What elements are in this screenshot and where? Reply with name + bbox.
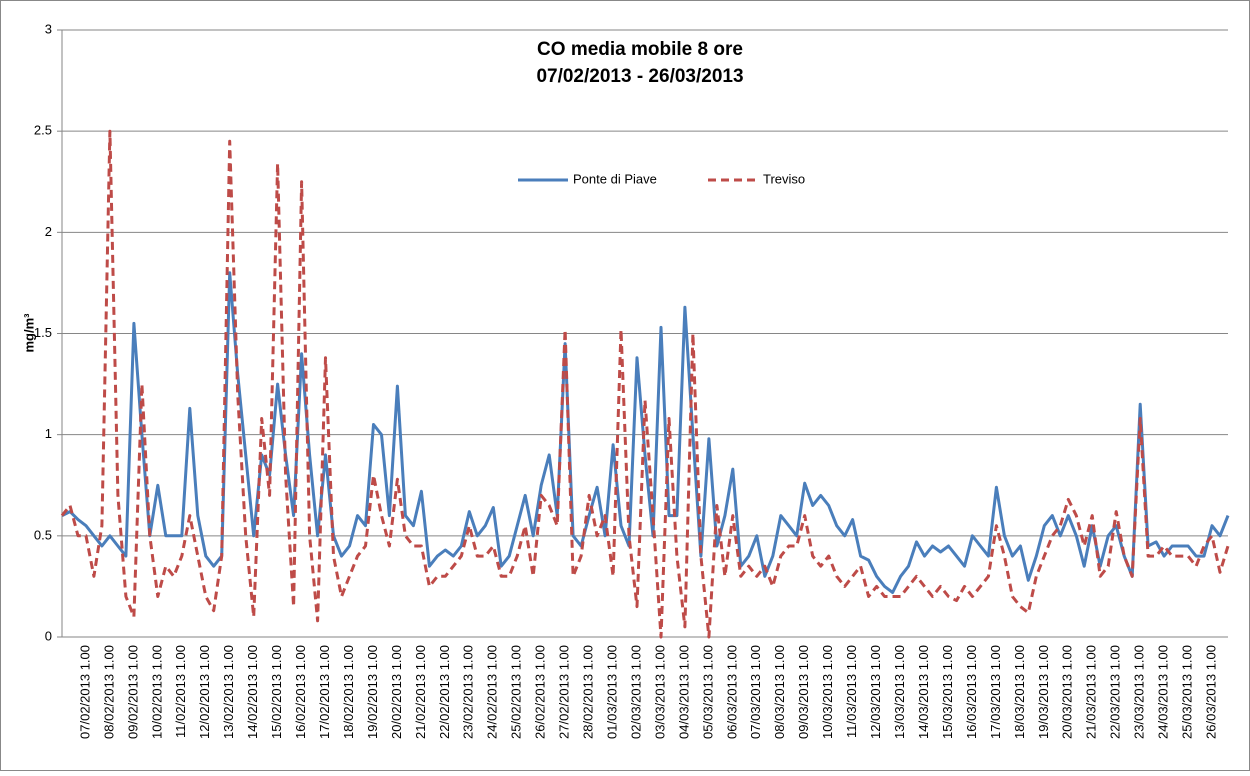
- x-tick-label: 10/02/2013 1.00: [149, 645, 164, 739]
- x-tick-label: 15/03/2013 1.00: [940, 645, 955, 739]
- y-tick-label: 1.5: [34, 325, 52, 340]
- x-tick-label: 25/03/2013 1.00: [1180, 645, 1195, 739]
- y-tick-label: 0.5: [34, 527, 52, 542]
- x-tick-label: 14/03/2013 1.00: [916, 645, 931, 739]
- y-tick-label: 3: [45, 21, 52, 36]
- y-tick-label: 0: [45, 628, 52, 643]
- x-tick-label: 22/02/2013 1.00: [437, 645, 452, 739]
- y-axis-label: mg/m³: [21, 313, 36, 353]
- series-line: [61, 271, 1230, 594]
- x-tick-label: 12/03/2013 1.00: [868, 645, 883, 739]
- x-tick-label: 17/03/2013 1.00: [988, 645, 1003, 739]
- x-tick-label: 05/03/2013 1.00: [700, 645, 715, 739]
- x-tick-label: 22/03/2013 1.00: [1108, 645, 1123, 739]
- x-tick-label: 01/03/2013 1.00: [604, 645, 619, 739]
- x-tick-label: 04/03/2013 1.00: [676, 645, 691, 739]
- x-tick-label: 10/03/2013 1.00: [820, 645, 835, 739]
- x-tick-label: 07/03/2013 1.00: [748, 645, 763, 739]
- x-tick-label: 15/02/2013 1.00: [269, 645, 284, 739]
- x-tick-label: 07/02/2013 1.00: [77, 645, 92, 739]
- x-tick-label: 16/02/2013 1.00: [293, 645, 308, 739]
- y-tick-label: 1: [45, 426, 52, 441]
- series-line: [60, 129, 1230, 639]
- x-tick-label: 23/03/2013 1.00: [1132, 645, 1147, 739]
- x-tick-label: 13/03/2013 1.00: [892, 645, 907, 739]
- x-tick-label: 17/02/2013 1.00: [317, 645, 332, 739]
- x-tick-label: 28/02/2013 1.00: [581, 645, 596, 739]
- x-tick-label: 24/02/2013 1.00: [485, 645, 500, 739]
- legend-item: Ponte di Piave: [518, 171, 657, 186]
- x-tick-label: 09/02/2013 1.00: [125, 645, 140, 739]
- x-tick-label: 27/02/2013 1.00: [557, 645, 572, 739]
- legend-label: Treviso: [763, 171, 805, 186]
- x-tick-label: 06/03/2013 1.00: [724, 645, 739, 739]
- x-tick-label: 21/02/2013 1.00: [413, 645, 428, 739]
- x-tick-label: 26/02/2013 1.00: [533, 645, 548, 739]
- x-tick-label: 11/02/2013 1.00: [173, 645, 188, 738]
- x-tick-label: 08/03/2013 1.00: [772, 645, 787, 739]
- chart-subtitle: 07/02/2013 - 26/03/2013: [536, 66, 743, 87]
- x-tick-label: 19/03/2013 1.00: [1036, 645, 1051, 739]
- x-tick-label: 25/02/2013 1.00: [509, 645, 524, 739]
- y-tick-label: 2.5: [34, 123, 52, 138]
- legend-item: Treviso: [708, 171, 805, 186]
- x-tick-label: 24/03/2013 1.00: [1156, 645, 1171, 739]
- x-tick-label: 16/03/2013 1.00: [964, 645, 979, 739]
- x-tick-label: 13/02/2013 1.00: [221, 645, 236, 739]
- x-tick-label: 21/03/2013 1.00: [1084, 645, 1099, 739]
- x-tick-label: 03/03/2013 1.00: [652, 645, 667, 739]
- x-tick-label: 18/03/2013 1.00: [1012, 645, 1027, 739]
- x-tick-label: 12/02/2013 1.00: [197, 645, 212, 739]
- chart-title: CO media mobile 8 ore: [537, 39, 743, 60]
- x-tick-label: 26/03/2013 1.00: [1203, 645, 1218, 739]
- x-tick-label: 09/03/2013 1.00: [796, 645, 811, 739]
- x-tick-label: 23/02/2013 1.00: [461, 645, 476, 739]
- x-tick-label: 18/02/2013 1.00: [341, 645, 356, 739]
- y-tick-label: 2: [45, 224, 52, 239]
- x-tick-label: 20/02/2013 1.00: [389, 645, 404, 739]
- x-tick-label: 20/03/2013 1.00: [1060, 645, 1075, 739]
- x-tick-label: 08/02/2013 1.00: [101, 645, 116, 739]
- x-tick-label: 11/03/2013 1.00: [844, 645, 859, 738]
- x-tick-label: 19/02/2013 1.00: [365, 645, 380, 739]
- x-tick-label: 02/03/2013 1.00: [628, 645, 643, 739]
- x-tick-label: 14/02/2013 1.00: [245, 645, 260, 739]
- legend-label: Ponte di Piave: [573, 171, 657, 186]
